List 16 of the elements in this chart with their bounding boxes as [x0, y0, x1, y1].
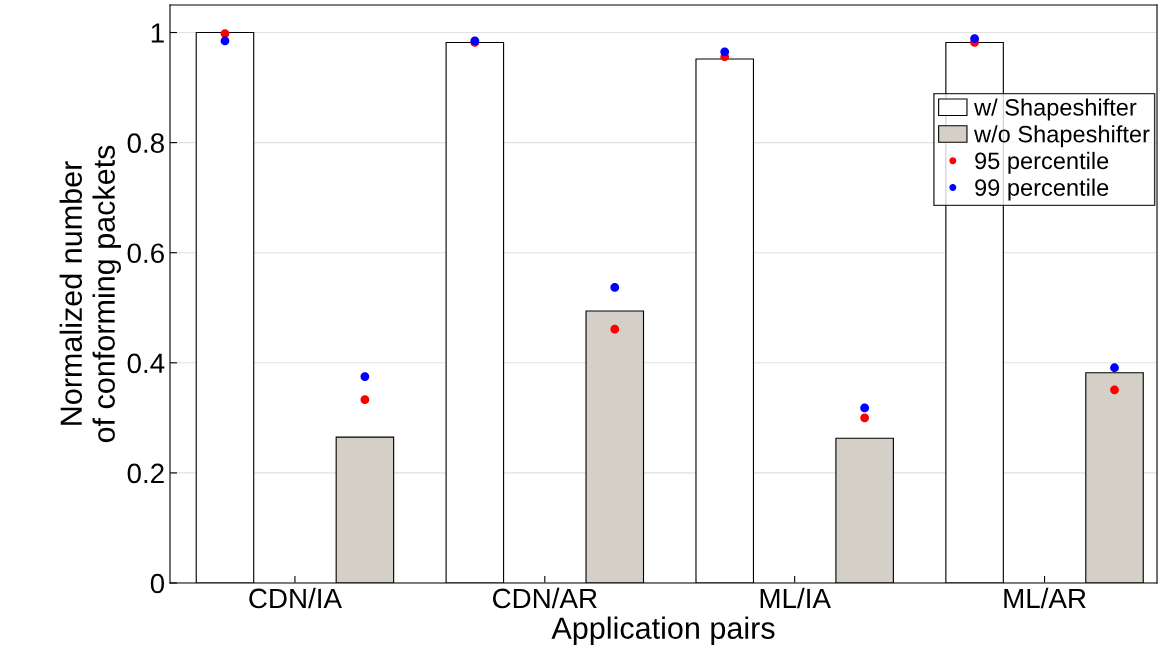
x-tick-label: CDN/AR — [492, 587, 597, 609]
y-tick-label: 0.8 — [127, 133, 164, 153]
y-tick-label: 0.4 — [127, 353, 165, 374]
legend-label: 99 percentile — [975, 178, 1109, 201]
legend-label: 95 percentile — [975, 151, 1109, 174]
x-tick-label: CDN/IA — [249, 587, 342, 609]
y-tick-label: 0.2 — [127, 463, 164, 484]
x-tick-label: ML/IA — [760, 587, 831, 609]
legend-label: w/o Shapeshifter — [974, 125, 1150, 148]
x-tick-label: ML/AR — [1004, 587, 1086, 609]
y-tick-label: 0 — [150, 573, 165, 594]
y-tick-label: 1 — [151, 23, 164, 43]
x-axis-title: Application pairs — [551, 616, 775, 646]
legend-label: w/ Shapeshifter — [974, 98, 1137, 121]
y-axis-title: Normalized number of conforming packets — [59, 145, 121, 443]
y-tick-label: 0.6 — [127, 243, 164, 264]
